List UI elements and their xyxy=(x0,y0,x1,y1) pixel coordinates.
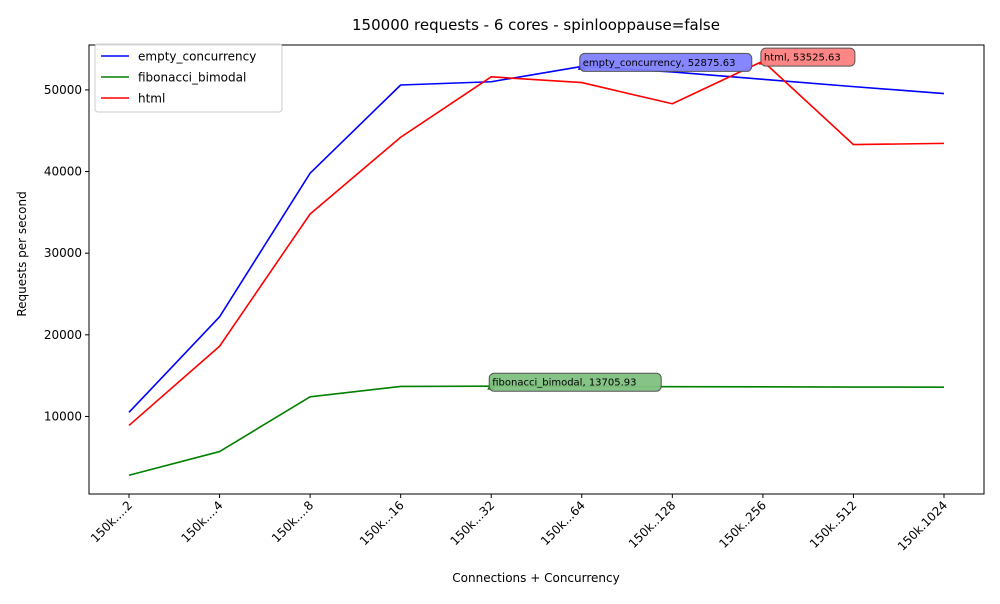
y-tick-label: 10000 xyxy=(44,409,82,423)
legend-box xyxy=(94,43,283,113)
legend-label-fibonacci_bimodal: fibonacci_bimodal xyxy=(138,71,246,85)
annotation-box-html xyxy=(760,47,856,67)
annotation-label-empty_concurrency: empty_concurrency, 52875.63 xyxy=(583,58,736,69)
chart-title: 150000 requests - 6 cores - spinlooppaus… xyxy=(352,16,720,34)
annotations: empty_concurrency, 52875.63 fibonacci_bim… xyxy=(487,47,856,392)
annotation-box-fibonacci_bimodal xyxy=(488,372,662,392)
y-tick-label: 30000 xyxy=(44,246,82,260)
y-axis-label: Requests per second xyxy=(15,191,29,316)
y-tick-label: 50000 xyxy=(44,83,82,97)
annotation-label-fibonacci_bimodal: fibonacci_bimodal, 13705.93 xyxy=(492,378,636,389)
y-tick-label: 40000 xyxy=(44,165,82,179)
annotation-box-empty_concurrency xyxy=(579,52,753,72)
x-axis-label: Connections + Concurrency xyxy=(452,571,619,585)
plot-frame xyxy=(88,44,985,495)
series-line-html xyxy=(128,60,945,427)
legend-label-empty_concurrency: empty_concurrency xyxy=(138,50,256,64)
y-tick-label: 20000 xyxy=(44,328,82,342)
series-line-empty_concurrency xyxy=(128,65,945,413)
legend-label-html: html xyxy=(138,92,165,106)
annotation-label-html: html, 53525.63 xyxy=(764,53,841,64)
